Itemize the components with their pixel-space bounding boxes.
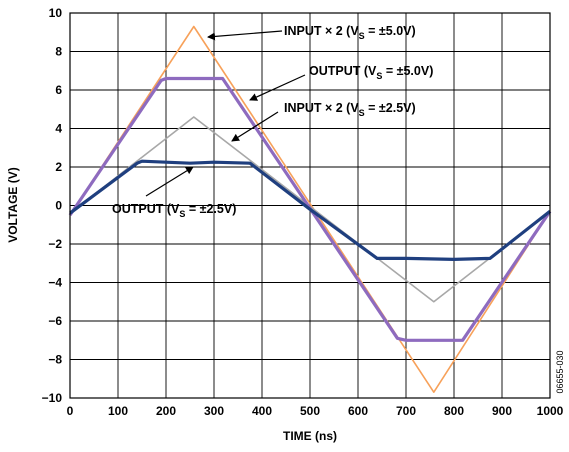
y-tick-label: 10 [49,6,63,20]
y-tick-label: 6 [55,83,62,97]
x-tick-label: 0 [67,404,74,418]
y-tick-label: −6 [48,314,62,328]
plot-frame [69,12,551,399]
y-tick-label: 8 [55,45,62,59]
y-tick-label: −10 [42,391,63,405]
y-axis-title: VOLTAGE (V) [6,167,20,243]
annotation-input-5v: INPUT × 2 (VS = ±5.0V) [284,24,416,41]
annotation-arrow-input-5v [207,30,283,41]
x-tick-label: 1000 [537,404,564,418]
annotation-input-2v5: INPUT × 2 (VS = ±2.5V) [284,101,416,118]
x-tick-label: 900 [492,404,512,418]
y-tick-label: 4 [55,122,62,136]
annotation-output-2v5: OUTPUT (VS = ±2.5V) [112,202,236,219]
y-tick-label: 2 [55,160,62,174]
x-tick-labels: 0 100 200 300 400 500 600 700 800 900 1000 [67,404,564,418]
figure-code: 06655-030 [555,350,565,393]
series-group [68,25,552,394]
series-output-2v5 [69,159,551,261]
x-tick-label: 600 [348,404,368,418]
x-tick-label: 700 [396,404,416,418]
annotation-arrow-output-5v [249,74,306,101]
y-tick-label: −8 [48,353,62,367]
x-tick-label: 100 [108,404,128,418]
x-axis-title: TIME (ns) [283,429,337,443]
y-tick-label: −4 [48,276,62,290]
x-tick-label: 300 [204,404,224,418]
y-tick-label: 0 [55,199,62,213]
x-tick-label: 800 [444,404,464,418]
x-tick-label: 400 [252,404,272,418]
y-tick-labels: 10 8 6 4 2 0 −2 −4 −6 −8 −10 [42,6,63,405]
annotation-arrow-output-2v5 [145,166,194,197]
annotation-arrow-input-2v5 [231,111,279,142]
y-tick-label: −2 [48,237,62,251]
annotation-output-5v: OUTPUT (VS = ±5.0V) [309,64,433,81]
x-tick-label: 200 [156,404,176,418]
x-tick-label: 500 [300,404,320,418]
annotations: INPUT × 2 (VS = ±5.0V) OUTPUT (VS = ±5.0… [112,24,433,219]
